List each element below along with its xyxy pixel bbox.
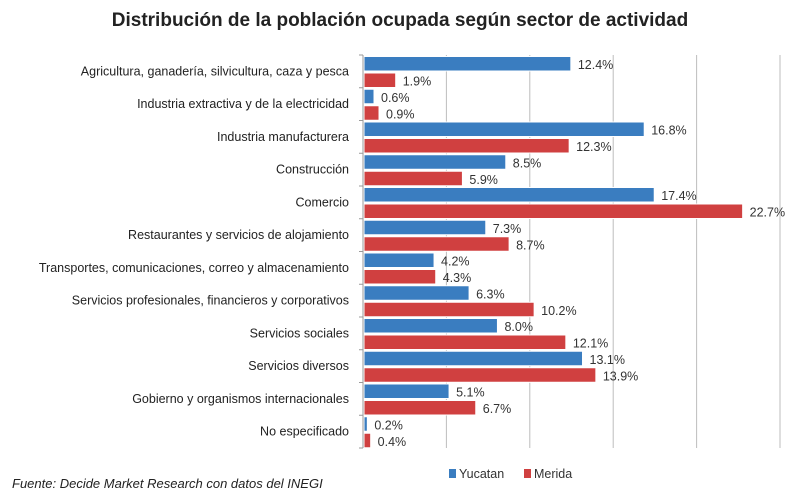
data-label: 6.3% bbox=[476, 287, 505, 301]
category-label: Construcción bbox=[276, 163, 349, 177]
bar-yucatan bbox=[363, 416, 368, 432]
bar-merida bbox=[363, 105, 380, 121]
data-label: 4.3% bbox=[443, 271, 472, 285]
data-label: 13.1% bbox=[590, 353, 625, 367]
bar-yucatan bbox=[363, 219, 487, 236]
bar-merida bbox=[363, 236, 510, 252]
category-label: Gobierno y organismos internacionales bbox=[132, 392, 349, 406]
bar-merida bbox=[363, 138, 570, 154]
data-label: 13.9% bbox=[603, 369, 638, 383]
data-label: 8.7% bbox=[516, 238, 545, 252]
category-label: Industria extractiva y de la electricida… bbox=[137, 97, 349, 111]
bar-yucatan bbox=[363, 88, 375, 105]
bar-yucatan bbox=[363, 121, 645, 137]
data-label: 0.4% bbox=[378, 435, 407, 449]
data-label: 16.8% bbox=[651, 124, 686, 138]
legend-label-yucatan: Yucatan bbox=[459, 467, 504, 481]
data-label: 5.9% bbox=[469, 173, 498, 187]
bar-merida bbox=[363, 334, 567, 350]
bar-yucatan bbox=[363, 56, 572, 72]
bar-yucatan bbox=[363, 252, 435, 268]
bar-yucatan bbox=[363, 154, 507, 170]
bar-merida bbox=[363, 301, 535, 318]
data-label: 8.0% bbox=[504, 320, 533, 334]
bar-merida bbox=[363, 170, 463, 187]
data-label: 8.5% bbox=[513, 156, 542, 170]
bar-yucatan bbox=[363, 350, 584, 367]
bar-merida bbox=[363, 432, 372, 449]
data-label: 7.3% bbox=[493, 222, 522, 236]
data-label: 5.1% bbox=[456, 386, 485, 400]
category-label: Servicios diversos bbox=[248, 359, 349, 373]
bar-merida bbox=[363, 400, 477, 416]
category-label: No especificado bbox=[260, 425, 349, 439]
data-label: 0.6% bbox=[381, 91, 410, 105]
category-label: Servicios profesionales, financieros y c… bbox=[72, 294, 349, 308]
source-note: Fuente: Decide Market Research con datos… bbox=[12, 476, 323, 491]
legend-swatch-yucatan bbox=[449, 469, 456, 478]
bar-merida bbox=[363, 203, 744, 219]
bar-yucatan bbox=[363, 318, 498, 334]
legend-swatch-merida bbox=[524, 469, 531, 478]
chart-title: Distribución de la población ocupada seg… bbox=[111, 10, 689, 31]
category-label: Restaurantes y servicios de alojamiento bbox=[128, 228, 349, 242]
category-label: Agricultura, ganadería, silvicultura, ca… bbox=[81, 64, 349, 78]
category-label: Comercio bbox=[296, 195, 350, 209]
data-label: 12.3% bbox=[576, 140, 611, 154]
bar-merida bbox=[363, 367, 597, 383]
data-label: 0.2% bbox=[374, 418, 403, 432]
data-label: 10.2% bbox=[541, 304, 576, 318]
bar-yucatan bbox=[363, 285, 470, 301]
bar-yucatan bbox=[363, 383, 450, 399]
bar-merida bbox=[363, 269, 437, 285]
category-label: Transportes, comunicaciones, correo y al… bbox=[39, 261, 349, 275]
data-label: 12.4% bbox=[578, 58, 613, 72]
data-label: 0.9% bbox=[386, 107, 415, 121]
category-label: Servicios sociales bbox=[250, 326, 349, 340]
data-label: 6.7% bbox=[483, 402, 512, 416]
data-label: 1.9% bbox=[403, 75, 432, 89]
category-label: Industria manufacturera bbox=[217, 130, 349, 144]
data-label: 22.7% bbox=[750, 206, 785, 220]
data-label: 17.4% bbox=[661, 189, 696, 203]
data-label: 4.2% bbox=[441, 255, 470, 269]
bar-merida bbox=[363, 72, 397, 88]
legend-label-merida: Merida bbox=[534, 467, 572, 481]
bar-yucatan bbox=[363, 187, 655, 203]
data-label: 12.1% bbox=[573, 337, 608, 351]
